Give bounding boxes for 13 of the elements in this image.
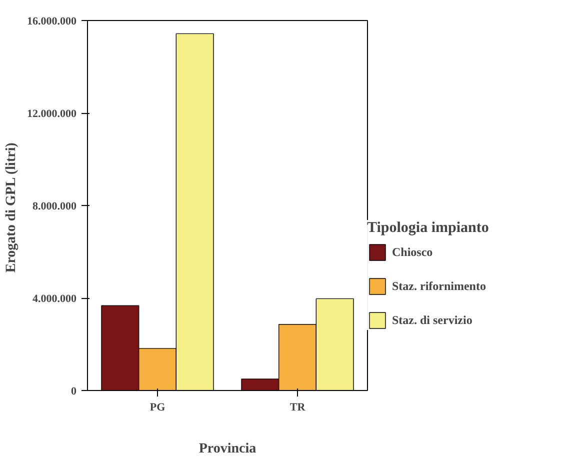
y-tick-label: 4.000.000 bbox=[32, 293, 77, 305]
legend-label: Staz. rifornimento bbox=[392, 278, 486, 294]
x-axis-title: Provincia bbox=[198, 442, 256, 456]
x-tick-label: TR bbox=[290, 402, 306, 414]
y-tick-label: 0 bbox=[71, 386, 77, 398]
legend-label: Chiosco bbox=[392, 244, 433, 260]
legend-title: Tipologia impianto bbox=[367, 220, 489, 237]
y-axis-title: Erogato di GPL (litri) bbox=[4, 142, 19, 273]
x-tick-label: PG bbox=[150, 402, 166, 414]
y-tick-label: 12.000.000 bbox=[27, 108, 77, 120]
legend-label: Staz. di servizio bbox=[392, 312, 472, 328]
y-tick-label: 8.000.000 bbox=[32, 200, 77, 212]
y-tick-label: 16.000.000 bbox=[27, 16, 77, 28]
